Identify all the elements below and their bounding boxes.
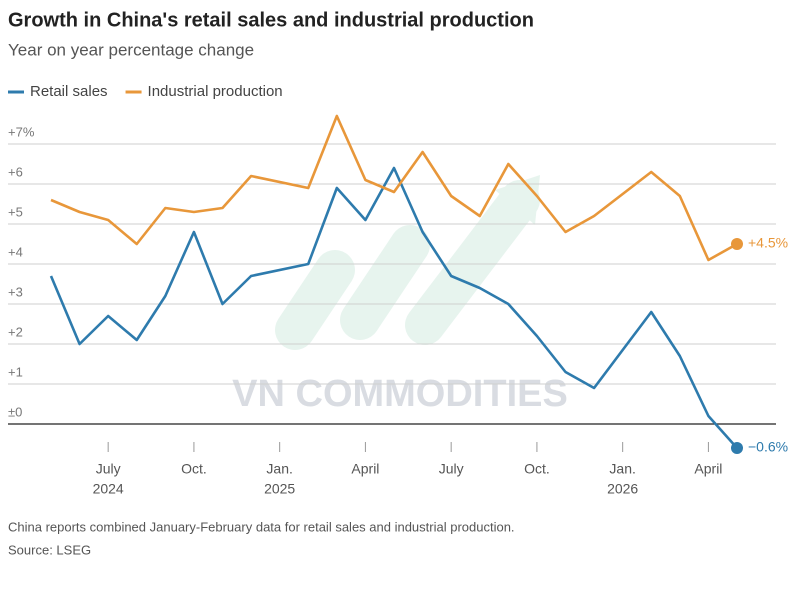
- value-label: −0.6%: [748, 439, 788, 455]
- x-tick-label: July: [439, 461, 464, 477]
- x-tick-label: Jan.: [609, 461, 635, 477]
- end-point: [731, 238, 743, 250]
- x-year-label: 2025: [264, 481, 295, 497]
- y-tick-label: +1: [8, 364, 23, 379]
- y-tick-label: +4: [8, 244, 23, 259]
- x-tick-label: Jan.: [266, 461, 292, 477]
- legend-label: Retail sales: [30, 83, 108, 100]
- y-tick-label: +6: [8, 164, 23, 179]
- footnote: China reports combined January-February …: [8, 519, 515, 534]
- y-tick-label: ±0: [8, 404, 22, 419]
- x-tick-label: July: [96, 461, 121, 477]
- y-tick-label: +7%: [8, 124, 35, 139]
- x-tick-label: April: [351, 461, 379, 477]
- watermark: VN COMMODITIES: [232, 373, 568, 415]
- end-point: [731, 442, 743, 454]
- x-tick-label: Oct.: [524, 461, 550, 477]
- series-line: [50, 114, 738, 262]
- y-tick-label: +5: [8, 204, 23, 219]
- series-line: [49, 166, 738, 449]
- x-tick-label: April: [694, 461, 722, 477]
- x-year-label: 2026: [607, 481, 638, 497]
- y-tick-label: +2: [8, 324, 23, 339]
- y-tick-label: +3: [8, 284, 23, 299]
- x-tick-label: Oct.: [181, 461, 207, 477]
- value-label: +4.5%: [748, 235, 788, 251]
- source: Source: LSEG: [8, 542, 91, 557]
- chart-title: Growth in China's retail sales and indus…: [8, 9, 534, 31]
- legend-label: Industrial production: [148, 83, 283, 100]
- x-year-label: 2024: [93, 481, 124, 497]
- chart-subtitle: Year on year percentage change: [8, 40, 254, 59]
